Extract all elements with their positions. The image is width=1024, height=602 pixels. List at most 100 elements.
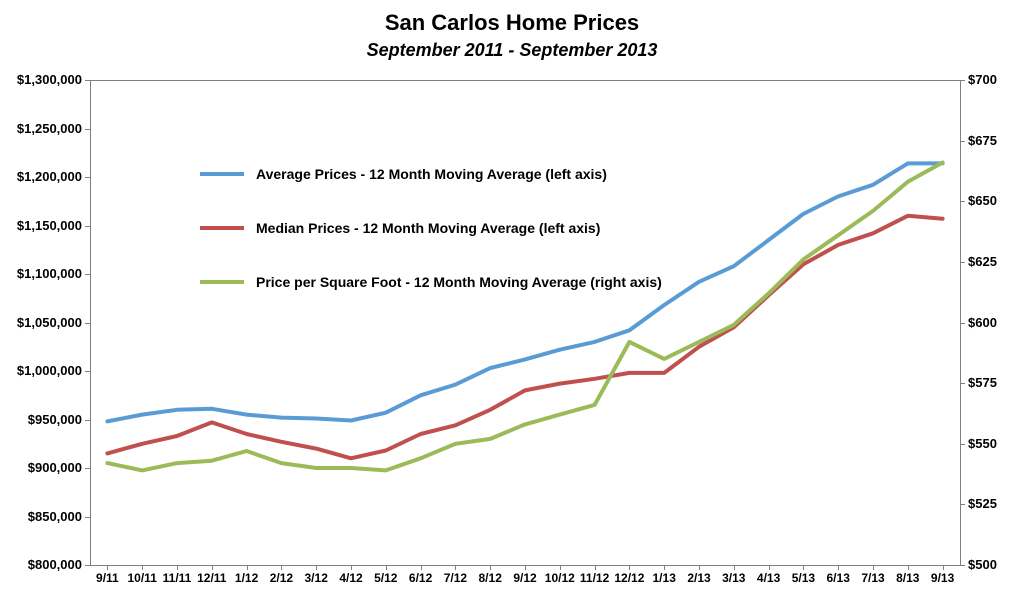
- y-right-tick-label: $625: [968, 254, 997, 269]
- y-right-tick: [960, 444, 965, 445]
- y-right-tick: [960, 201, 965, 202]
- y-left-tick-label: $900,000: [28, 460, 82, 475]
- legend-item: Price per Square Foot - 12 Month Moving …: [200, 265, 662, 299]
- x-tick-label: 5/13: [792, 571, 815, 585]
- x-tick: [734, 565, 735, 570]
- x-tick: [873, 565, 874, 570]
- x-tick: [421, 565, 422, 570]
- x-tick: [699, 565, 700, 570]
- y-right-tick-label: $575: [968, 375, 997, 390]
- y-right-tick-label: $550: [968, 436, 997, 451]
- y-left-tick: [85, 80, 90, 81]
- x-tick-label: 2/13: [687, 571, 710, 585]
- y-right-tick-label: $500: [968, 557, 997, 572]
- y-right-tick: [960, 565, 965, 566]
- x-tick-label: 9/13: [931, 571, 954, 585]
- y-right-tick-label: $600: [968, 315, 997, 330]
- y-left-tick: [85, 323, 90, 324]
- y-left-tick: [85, 226, 90, 227]
- x-tick: [177, 565, 178, 570]
- x-tick-label: 7/13: [861, 571, 884, 585]
- x-tick-label: 12/11: [197, 571, 226, 585]
- x-tick-label: 1/12: [235, 571, 258, 585]
- x-tick: [769, 565, 770, 570]
- y-left-tick: [85, 565, 90, 566]
- y-right-tick-label: $700: [968, 72, 997, 87]
- x-tick: [316, 565, 317, 570]
- x-tick-label: 8/13: [896, 571, 919, 585]
- y-left-tick-label: $800,000: [28, 557, 82, 572]
- y-right-tick: [960, 80, 965, 81]
- y-left-tick-label: $850,000: [28, 509, 82, 524]
- legend-swatch: [200, 280, 244, 284]
- x-tick-label: 3/13: [722, 571, 745, 585]
- x-tick-label: 1/13: [653, 571, 676, 585]
- y-left-tick-label: $1,200,000: [17, 169, 82, 184]
- legend-swatch: [200, 172, 244, 176]
- legend-label: Price per Square Foot - 12 Month Moving …: [256, 274, 662, 290]
- x-tick-label: 12/12: [614, 571, 644, 585]
- y-left-tick: [85, 468, 90, 469]
- x-tick: [351, 565, 352, 570]
- x-tick-label: 3/12: [305, 571, 328, 585]
- x-tick: [943, 565, 944, 570]
- x-tick-label: 10/12: [545, 571, 575, 585]
- x-tick: [281, 565, 282, 570]
- y-left-tick: [85, 274, 90, 275]
- y-right-tick: [960, 141, 965, 142]
- y-right-tick-label: $675: [968, 133, 997, 148]
- x-tick: [629, 565, 630, 570]
- y-left-tick-label: $950,000: [28, 412, 82, 427]
- x-tick: [664, 565, 665, 570]
- legend-item: Median Prices - 12 Month Moving Average …: [200, 211, 662, 245]
- x-tick-label: 4/12: [339, 571, 362, 585]
- x-tick-label: 9/12: [513, 571, 536, 585]
- y-left-tick: [85, 129, 90, 130]
- chart-lines-svg: [90, 80, 960, 565]
- legend-label: Median Prices - 12 Month Moving Average …: [256, 220, 600, 236]
- x-tick: [455, 565, 456, 570]
- axis-line: [90, 80, 960, 81]
- y-right-tick: [960, 323, 965, 324]
- chart-legend: Average Prices - 12 Month Moving Average…: [200, 157, 662, 299]
- x-tick-label: 5/12: [374, 571, 397, 585]
- x-tick: [595, 565, 596, 570]
- x-tick-label: 7/12: [444, 571, 467, 585]
- x-tick: [490, 565, 491, 570]
- x-tick: [525, 565, 526, 570]
- y-right-tick: [960, 504, 965, 505]
- x-tick-label: 9/11: [96, 571, 119, 585]
- y-right-tick-label: $525: [968, 496, 997, 511]
- x-tick: [386, 565, 387, 570]
- x-tick: [908, 565, 909, 570]
- y-left-tick: [85, 371, 90, 372]
- x-tick: [212, 565, 213, 570]
- x-tick-label: 8/12: [479, 571, 502, 585]
- y-right-tick: [960, 383, 965, 384]
- legend-label: Average Prices - 12 Month Moving Average…: [256, 166, 607, 182]
- line-chart: San Carlos Home Prices September 2011 - …: [0, 0, 1024, 602]
- x-tick: [803, 565, 804, 570]
- x-tick: [560, 565, 561, 570]
- x-tick-label: 2/12: [270, 571, 293, 585]
- x-tick-label: 11/12: [580, 571, 609, 585]
- y-left-tick-label: $1,000,000: [17, 363, 82, 378]
- x-tick-label: 6/13: [827, 571, 850, 585]
- y-left-tick: [85, 177, 90, 178]
- y-left-tick: [85, 420, 90, 421]
- y-right-tick-label: $650: [968, 193, 997, 208]
- x-tick-label: 10/11: [128, 571, 157, 585]
- x-tick-label: 6/12: [409, 571, 432, 585]
- x-tick-label: 4/13: [757, 571, 780, 585]
- legend-item: Average Prices - 12 Month Moving Average…: [200, 157, 662, 191]
- y-right-tick: [960, 262, 965, 263]
- chart-subtitle: September 2011 - September 2013: [0, 40, 1024, 61]
- x-tick: [107, 565, 108, 570]
- x-tick: [247, 565, 248, 570]
- x-tick: [142, 565, 143, 570]
- axis-line: [90, 80, 91, 565]
- y-left-tick-label: $1,300,000: [17, 72, 82, 87]
- x-tick-label: 11/11: [163, 571, 192, 585]
- y-left-tick-label: $1,250,000: [17, 121, 82, 136]
- y-left-tick: [85, 517, 90, 518]
